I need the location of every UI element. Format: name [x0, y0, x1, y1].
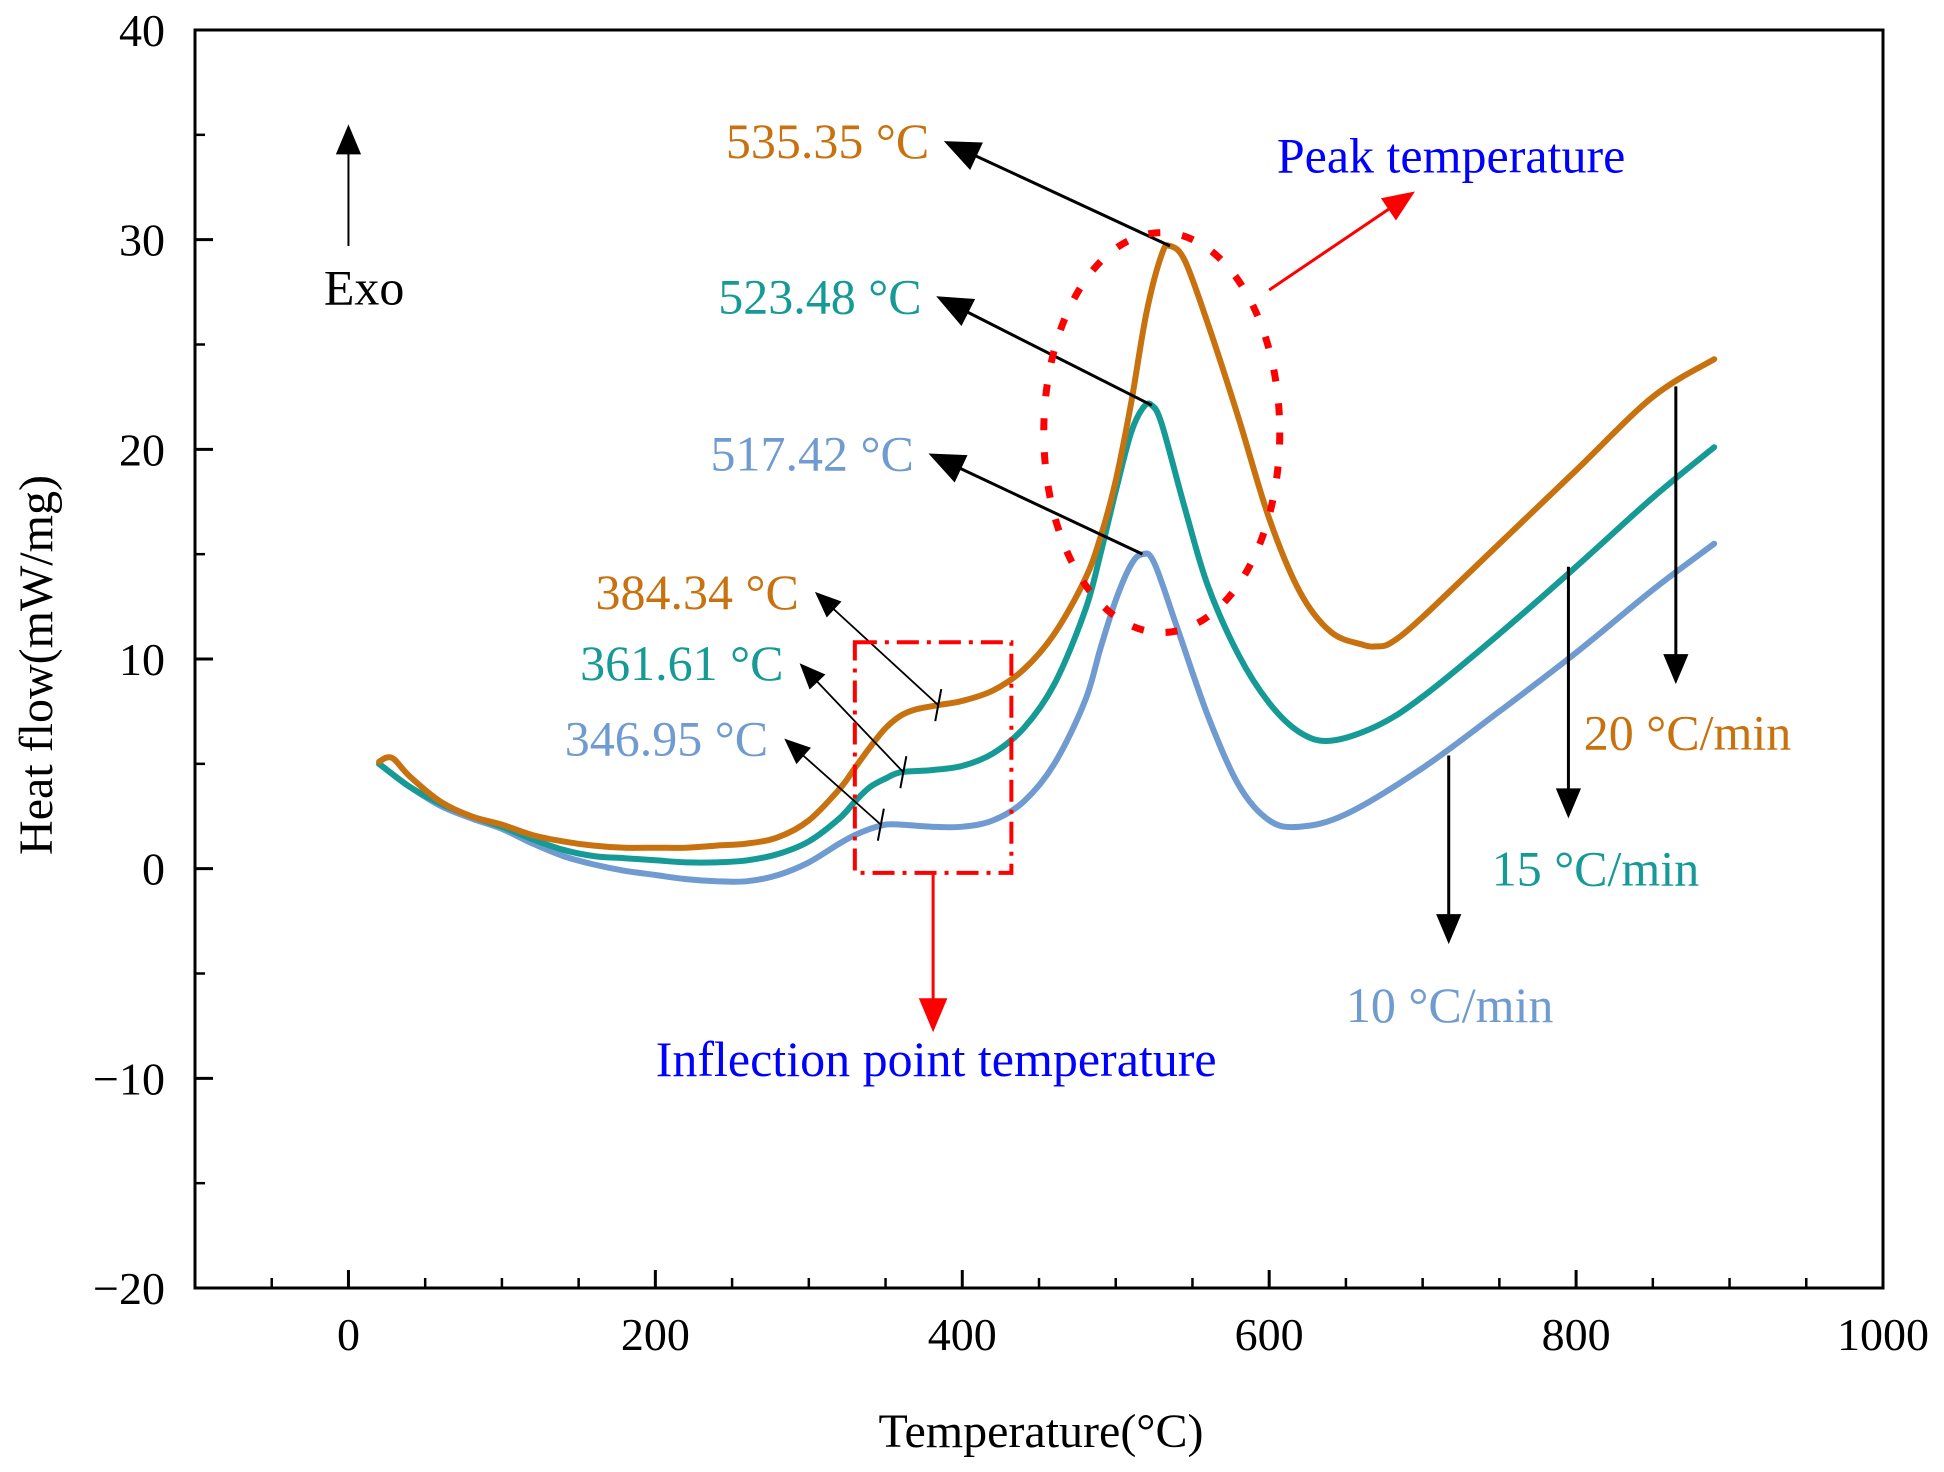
inflection-arrow-head — [784, 738, 811, 765]
peak-region-arrow-line — [1268, 204, 1395, 292]
inflection-arrow-head — [814, 591, 842, 618]
y-tick-label: 20 — [119, 424, 165, 475]
peak-temperature-label: 523.48 °C — [718, 268, 921, 324]
plot-frame — [193, 28, 1885, 1290]
inflection-temperature-label: 346.95 °C — [565, 711, 768, 767]
heating-rate-label: 15 °C/min — [1492, 841, 1700, 897]
series-line-10-c-per-min — [376, 540, 1718, 885]
peak-temperature-title: Peak temperature — [1277, 128, 1625, 184]
peak-region-ellipse — [1040, 229, 1284, 637]
x-tick-label: 800 — [1542, 1309, 1611, 1360]
x-tick-label: 1000 — [1837, 1309, 1929, 1360]
x-tick-label: 600 — [1235, 1309, 1304, 1360]
plot-area — [193, 28, 1885, 1290]
heating-rate-arrow-head — [1436, 914, 1462, 945]
inflection-arrow-line — [813, 677, 905, 773]
exo-label: Exo — [324, 260, 405, 316]
inflection-temperature-label: 384.34 °C — [595, 564, 798, 620]
heating-rate-label: 10 °C/min — [1346, 977, 1554, 1033]
peak-arrow-head — [928, 453, 968, 483]
inflection-arrow-line — [799, 751, 882, 826]
peak-arrow-line — [961, 307, 1153, 407]
heating-rate-label: 20 °C/min — [1584, 704, 1792, 760]
x-axis-label: Temperature(°C) — [878, 1405, 1203, 1458]
heating-rate-arrow-head — [1555, 788, 1582, 819]
inflection-temperature-label: 361.61 °C — [580, 635, 783, 691]
y-tick-label: 40 — [119, 5, 165, 56]
x-tick-label: 0 — [337, 1309, 360, 1360]
x-tick-label: 400 — [928, 1309, 997, 1360]
peak-arrow-line — [969, 151, 1171, 248]
heating-rate-arrow-head — [1663, 654, 1689, 685]
series-line-20-c-per-min — [376, 242, 1718, 851]
annotation-layer: Exo 535.35 °C 523.48 °C 517.42 °C 384.34 °C 3… — [324, 113, 1791, 1087]
peak-region-arrow-head — [1380, 191, 1415, 221]
peak-temperature-label: 517.42 °C — [711, 426, 914, 482]
y-axis-label: Heat flow(mW/mg) — [10, 475, 63, 855]
exo-arrow-head — [335, 124, 362, 155]
y-tick-label: 0 — [142, 844, 165, 895]
x-tick-label: 200 — [621, 1309, 690, 1360]
peak-temperature-label: 535.35 °C — [726, 113, 929, 169]
peak-arrow-head — [936, 296, 976, 327]
y-tick-label: −20 — [93, 1263, 165, 1314]
inflection-arrow-line — [829, 605, 939, 706]
inflection-region-arrow-head — [918, 998, 948, 1033]
y-tick-label: 10 — [119, 634, 165, 685]
series-layer — [376, 242, 1718, 885]
y-tick-label: −10 — [93, 1053, 165, 1104]
y-tick-label: 30 — [119, 215, 165, 266]
axes: 0 200 400 600 800 1000 −20 −10 0 10 20 30 40 — [93, 5, 1929, 1360]
inflection-arrow-head — [799, 663, 826, 690]
peak-arrow-line — [953, 464, 1144, 556]
inflection-point-title: Inflection point temperature — [656, 1031, 1217, 1087]
series-line-15-c-per-min — [376, 400, 1718, 866]
peak-arrow-head — [943, 141, 983, 170]
